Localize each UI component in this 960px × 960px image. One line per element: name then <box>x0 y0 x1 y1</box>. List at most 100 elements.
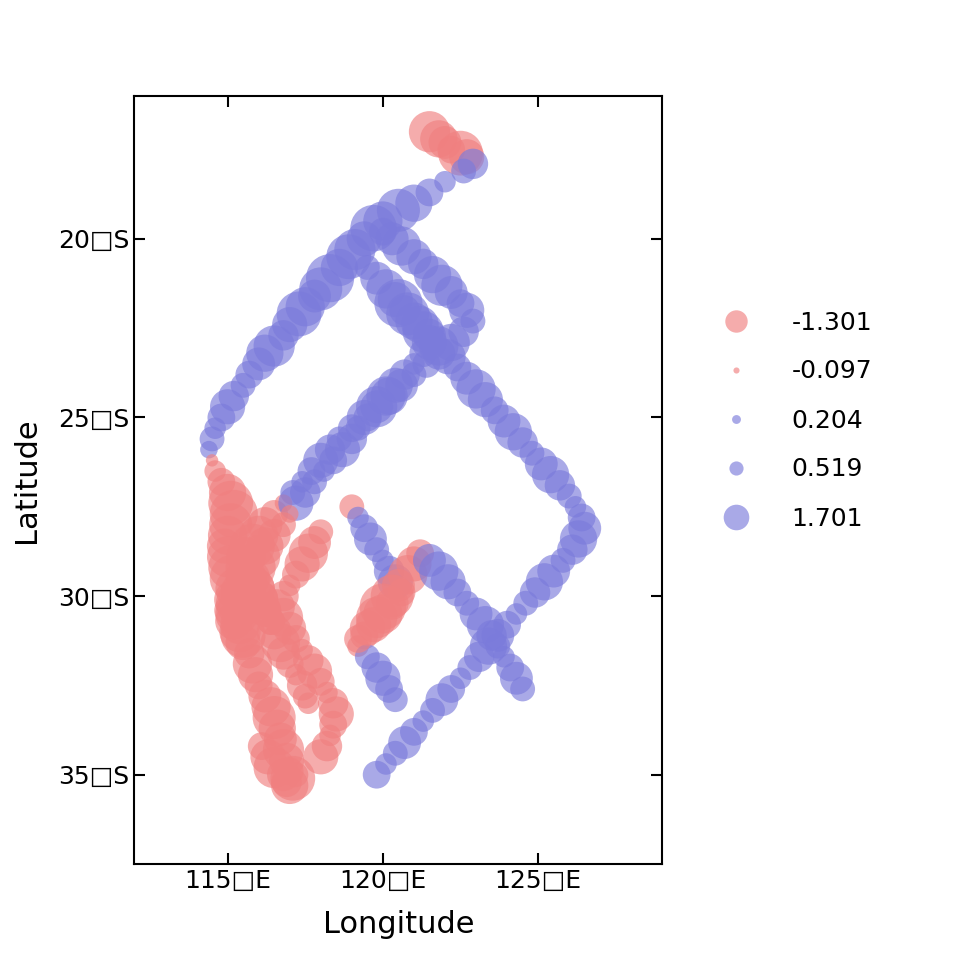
Point <box>323 728 338 743</box>
Point <box>543 467 559 482</box>
Point <box>400 567 416 583</box>
Point <box>419 356 434 372</box>
Point <box>282 620 298 636</box>
Point <box>385 231 400 247</box>
Point <box>360 260 375 276</box>
Point <box>282 506 298 521</box>
Point <box>466 313 481 328</box>
Point <box>391 578 406 593</box>
Point <box>400 306 416 322</box>
Point <box>335 442 350 457</box>
Point <box>478 617 493 633</box>
Point <box>276 610 291 625</box>
Point <box>332 431 348 446</box>
Point <box>421 327 437 343</box>
Point <box>438 134 453 150</box>
Point <box>295 474 310 490</box>
Point <box>416 346 431 361</box>
Point <box>267 528 282 543</box>
Point <box>434 692 449 708</box>
Point <box>245 539 260 554</box>
Point <box>375 599 391 614</box>
Point <box>552 478 567 493</box>
Point <box>223 495 238 511</box>
Point <box>307 288 323 303</box>
Point <box>263 613 278 629</box>
Point <box>369 610 384 625</box>
Point <box>282 578 298 593</box>
Point <box>515 682 530 697</box>
Point <box>273 732 288 747</box>
Point <box>444 335 459 350</box>
Point <box>251 549 266 564</box>
Point <box>313 453 328 468</box>
Point <box>313 674 328 689</box>
Point <box>320 684 335 700</box>
Point <box>388 377 403 393</box>
Point <box>257 603 273 618</box>
Point <box>394 585 409 600</box>
Point <box>341 249 356 264</box>
Point <box>385 588 400 604</box>
Point <box>242 367 257 382</box>
Point <box>214 474 229 490</box>
Point <box>220 549 235 564</box>
Point <box>366 221 381 236</box>
Point <box>562 489 577 504</box>
Point <box>325 717 341 732</box>
Point <box>263 699 278 714</box>
Point <box>453 296 468 311</box>
Point <box>391 296 406 311</box>
Point <box>406 724 421 739</box>
Point <box>313 524 328 540</box>
Point <box>285 485 300 500</box>
Point <box>515 435 530 450</box>
Point <box>325 696 341 711</box>
Point <box>245 581 260 596</box>
Point <box>388 292 403 307</box>
Point <box>298 688 313 704</box>
Y-axis label: Latitude: Latitude <box>12 418 41 542</box>
Point <box>421 124 437 139</box>
Point <box>449 360 465 375</box>
Point <box>223 603 238 618</box>
Point <box>369 399 384 415</box>
Point <box>444 142 459 157</box>
Point <box>235 628 251 643</box>
Point <box>378 756 394 772</box>
Point <box>282 317 298 332</box>
Point <box>468 381 484 396</box>
Point <box>444 285 459 300</box>
Point <box>468 607 484 622</box>
Point <box>348 242 363 257</box>
Point <box>491 638 506 654</box>
Point <box>350 632 366 647</box>
Point <box>360 649 375 664</box>
Point <box>257 688 273 704</box>
Point <box>356 410 372 425</box>
Point <box>232 595 248 611</box>
Point <box>282 657 298 672</box>
Point <box>267 506 282 521</box>
Point <box>388 746 403 761</box>
X-axis label: Longitude: Longitude <box>323 909 474 939</box>
Point <box>238 549 253 564</box>
Point <box>416 324 431 340</box>
Point <box>344 431 359 446</box>
Point <box>394 238 409 253</box>
Point <box>478 392 493 407</box>
Point <box>369 767 384 782</box>
Point <box>350 420 366 436</box>
Point <box>267 760 282 776</box>
Point <box>217 539 232 554</box>
Point <box>300 696 316 711</box>
Point <box>416 713 431 729</box>
Point <box>235 560 251 575</box>
Point <box>406 356 421 372</box>
Point <box>434 277 449 293</box>
Point <box>356 520 372 536</box>
Point <box>307 663 323 679</box>
Point <box>396 734 412 750</box>
Point <box>378 281 394 297</box>
Point <box>406 556 421 571</box>
